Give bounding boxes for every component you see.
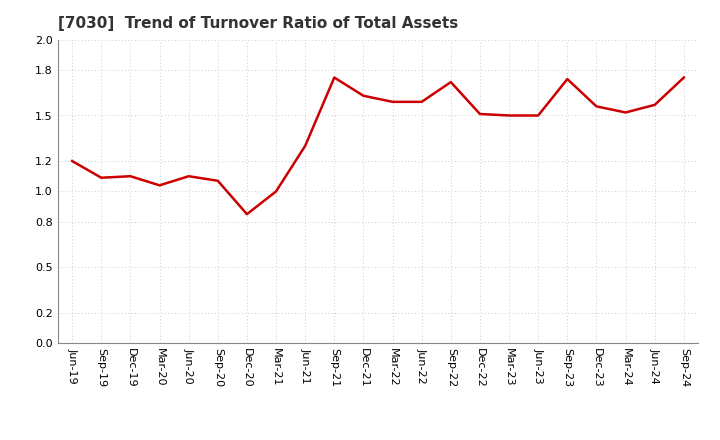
- Text: [7030]  Trend of Turnover Ratio of Total Assets: [7030] Trend of Turnover Ratio of Total …: [58, 16, 458, 32]
